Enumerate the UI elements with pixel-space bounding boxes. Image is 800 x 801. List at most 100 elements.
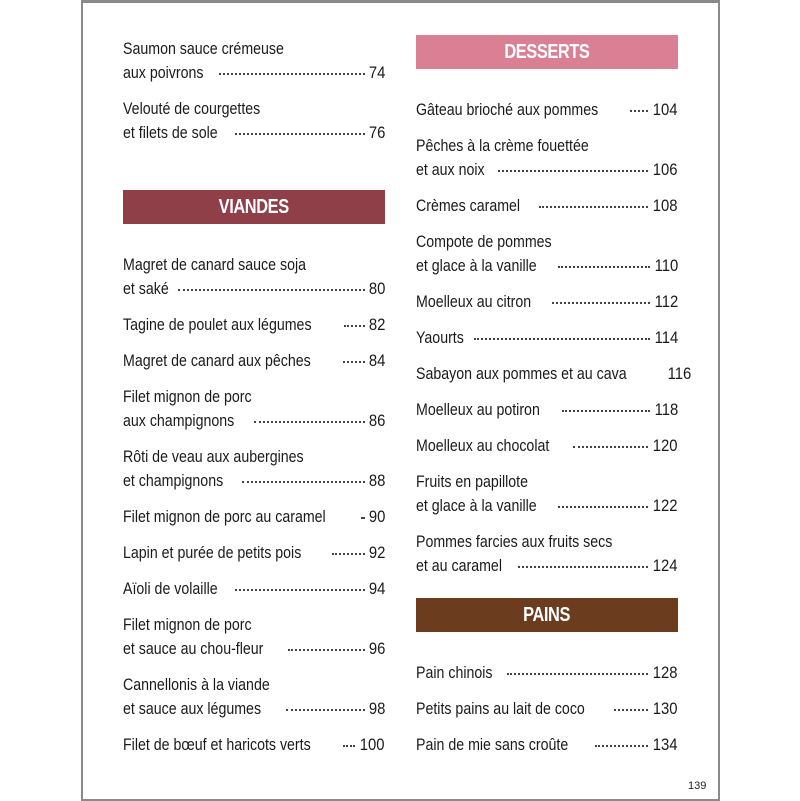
dot-leader (218, 73, 365, 75)
toc-entry-page: 120 (653, 437, 678, 455)
dot-leader (573, 446, 649, 448)
toc-entry-line: Pain de mie sans croûte 134 (416, 733, 678, 757)
toc-entry-page: 96 (368, 640, 385, 658)
toc-entry-title: Pêches à la crème fouettée (416, 137, 589, 155)
toc-entry-line: Filet mignon de porc au caramel 90 (123, 505, 385, 529)
toc-entry-line: et au caramel 124 (416, 554, 678, 578)
toc-entry-title: Tagine de poulet aux légumes (123, 316, 312, 334)
toc-entry-page: 82 (368, 316, 385, 334)
dot-leader (343, 361, 365, 363)
toc-entry-title: et glace à la vanille (416, 257, 537, 275)
toc-entry-page: 118 (654, 401, 678, 419)
toc-entry[interactable]: Cannellonis à la viande et sauce aux légu… (123, 673, 385, 721)
dot-leader (254, 421, 365, 423)
toc-entry-line: Filet mignon de porc (123, 385, 385, 409)
toc-entry[interactable]: Pêches à la crème fouettée et aux noix 106 (416, 134, 678, 182)
toc-entry-title: Crèmes caramel (416, 197, 521, 215)
toc-entry-page: 124 (653, 557, 678, 575)
toc-entry-page: 94 (368, 580, 385, 598)
toc-entry-line: Sabayon aux pommes et au cava 116 (416, 362, 691, 386)
toc-entry[interactable]: Yaourts 114 (416, 326, 678, 350)
toc-entry-title: aux champignons (123, 412, 235, 430)
dot-leader (288, 649, 365, 651)
toc-entry-title: et glace à la vanille (416, 497, 537, 515)
toc-entry-page: 130 (653, 700, 678, 718)
toc-entry-title: Moelleux au chocolat (416, 437, 550, 455)
toc-entry-line: aux poivrons 74 (123, 61, 385, 85)
page-frame (81, 0, 720, 801)
toc-entry-title: Magret de canard aux pêches (123, 352, 311, 370)
toc-entry-page: 80 (368, 280, 385, 298)
dot-leader (539, 206, 649, 208)
toc-entry[interactable]: Lapin et purée de petits pois 92 (123, 541, 385, 565)
toc-entry[interactable]: Pain de mie sans croûte 134 (416, 733, 678, 757)
toc-entry[interactable]: Pain chinois 128 (416, 661, 678, 685)
section-title: VIANDES (218, 195, 290, 218)
dot-leader (629, 110, 649, 112)
toc-entry-line: et filets de sole 76 (123, 121, 385, 145)
toc-entry[interactable]: Filet de bœuf et haricots verts 100 (123, 733, 385, 757)
toc-entry-title: Filet mignon de porc au caramel (123, 508, 326, 526)
toc-entry-line: Pêches à la crème fouettée (416, 134, 678, 158)
toc-entry-line: Pain chinois 128 (416, 661, 678, 685)
toc-entry[interactable]: Saumon sauce crémeuse aux poivrons 74 (123, 37, 385, 85)
toc-entry-title: Velouté de courgettes (123, 100, 261, 118)
toc-entry[interactable]: Compote de pommes et glace à la vanille 11… (416, 230, 678, 278)
toc-entry-title: et au caramel (416, 557, 502, 575)
toc-entry-page: 114 (654, 329, 678, 347)
toc-entry[interactable]: Sabayon aux pommes et au cava 116 (416, 362, 691, 386)
toc-entry-title: Fruits en papillote (416, 473, 529, 491)
toc-entry[interactable]: Pommes farcies aux fruits secs et au cara… (416, 530, 678, 578)
toc-entry[interactable]: Filet mignon de porc aux champignons 86 (123, 385, 385, 433)
toc-entry-line: Filet de bœuf et haricots verts 100 (123, 733, 385, 757)
toc-entry-line: Tagine de poulet aux légumes 82 (123, 313, 385, 337)
toc-entry[interactable]: Rôti de veau aux aubergines et champignon… (123, 445, 385, 493)
toc-entry-page: 100 (360, 736, 385, 754)
dot-leader (497, 170, 649, 172)
toc-entry[interactable]: Gâteau brioché aux pommes 104 (416, 98, 678, 122)
toc-entry-title: et sauce aux légumes (123, 700, 262, 718)
toc-entry[interactable]: Moelleux au chocolat 120 (416, 434, 678, 458)
dot-leader (562, 410, 650, 412)
toc-entry-title: Rôti de veau aux aubergines (123, 448, 304, 466)
toc-entry[interactable]: Magret de canard aux pêches 84 (123, 349, 385, 373)
toc-entry[interactable]: Moelleux au citron 112 (416, 290, 678, 314)
toc-entry-page: 108 (653, 197, 678, 215)
dot-leader (235, 589, 365, 591)
toc-entry[interactable]: Petits pains au lait de coco 130 (416, 697, 678, 721)
dot-leader (551, 302, 650, 304)
dot-leader (360, 517, 365, 519)
toc-entry-line: et glace à la vanille 122 (416, 494, 678, 518)
toc-column-left: Saumon sauce crémeuse aux poivrons 74 Velou… (123, 37, 385, 769)
toc-entry[interactable]: Filet mignon de porc et sauce au chou-fle… (123, 613, 385, 661)
toc-entry-title: Pommes farcies aux fruits secs (416, 533, 613, 551)
dot-leader (506, 673, 649, 675)
toc-entry-page: 110 (654, 257, 678, 275)
toc-entry-line: Petits pains au lait de coco 130 (416, 697, 678, 721)
toc-entry-line: Compote de pommes (416, 230, 678, 254)
toc-entry[interactable]: Crèmes caramel 108 (416, 194, 678, 218)
toc-entry-title: et filets de sole (123, 124, 218, 142)
toc-column-right: DESSERTS Gâteau brioché aux pommes 104 Pêch… (416, 35, 691, 769)
toc-entry[interactable]: Velouté de courgettes et filets de sole 76 (123, 97, 385, 145)
dot-leader (473, 338, 650, 340)
toc-entry[interactable]: Aïoli de volaille 94 (123, 577, 385, 601)
toc-entry-title: aux poivrons (123, 64, 204, 82)
toc-entry[interactable]: Moelleux au potiron 118 (416, 398, 678, 422)
toc-entry[interactable]: Fruits en papillote et glace à la vanille… (416, 470, 678, 518)
toc-entry-page: 76 (368, 124, 385, 142)
toc-entry-line: Crèmes caramel 108 (416, 194, 678, 218)
toc-entry-page: 104 (653, 101, 678, 119)
toc-entry[interactable]: Magret de canard sauce soja et saké 80 (123, 253, 385, 301)
toc-entry-title: Sabayon aux pommes et au cava (416, 365, 627, 383)
toc-entry-page: 92 (368, 544, 385, 562)
toc-entry[interactable]: Tagine de poulet aux légumes 82 (123, 313, 385, 337)
toc-entry-page: 88 (368, 472, 385, 490)
dot-leader (343, 745, 356, 747)
toc-entry-title: Gâteau brioché aux pommes (416, 101, 599, 119)
section-header-pains: PAINS (416, 598, 678, 632)
toc-entry-title: Compote de pommes (416, 233, 552, 251)
toc-entry-title: Filet mignon de porc (123, 388, 252, 406)
toc-entry-line: Rôti de veau aux aubergines (123, 445, 385, 469)
toc-entry[interactable]: Filet mignon de porc au caramel 90 (123, 505, 385, 529)
